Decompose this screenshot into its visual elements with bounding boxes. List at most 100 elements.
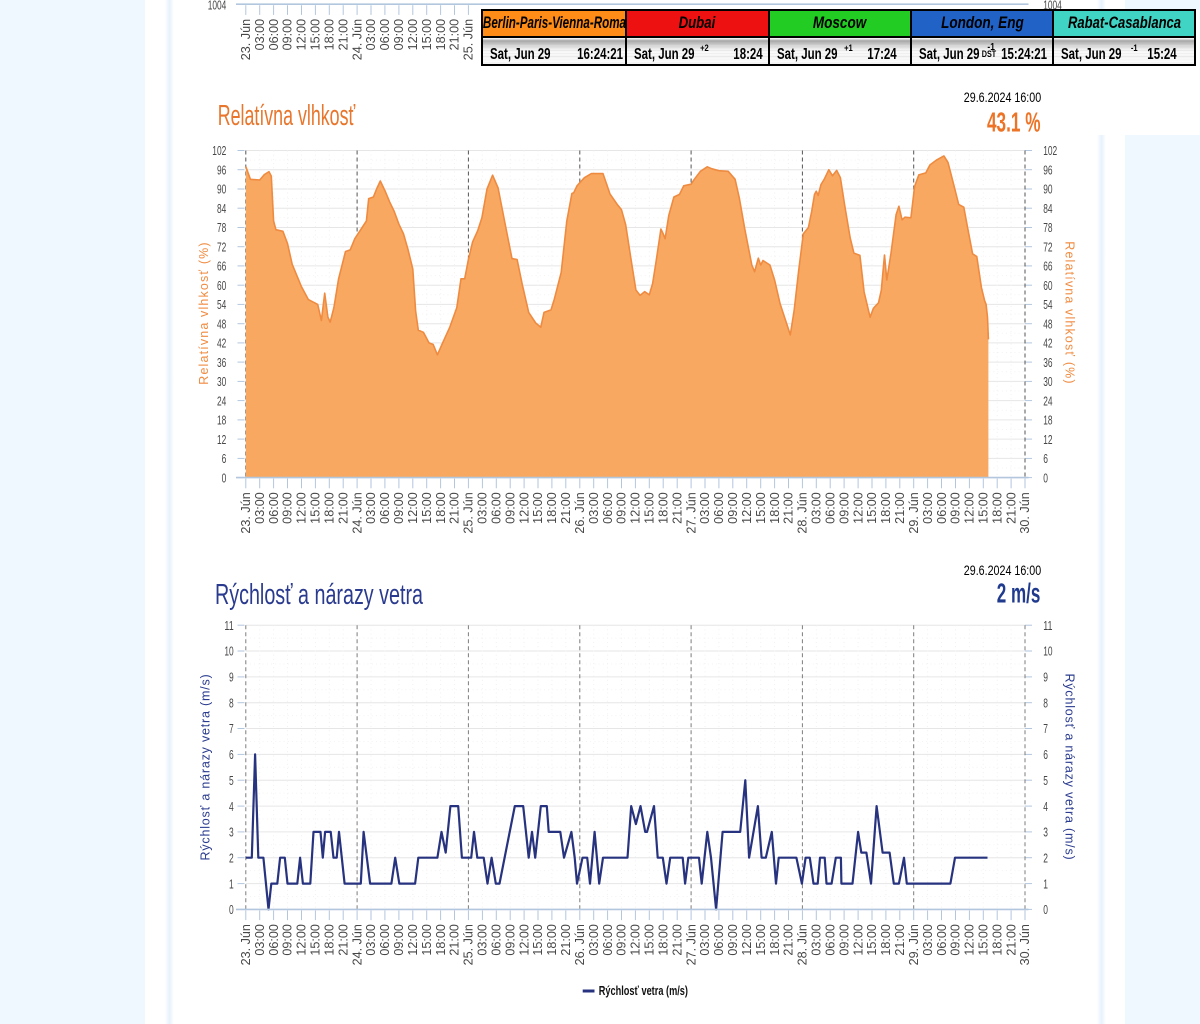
svg-text:1004: 1004 <box>208 0 227 13</box>
svg-text:30: 30 <box>217 374 226 389</box>
svg-text:24: 24 <box>1043 393 1052 408</box>
svg-text:03:00: 03:00 <box>364 924 378 956</box>
svg-text:Relatívna vlhkosť (%): Relatívna vlhkosť (%) <box>1063 241 1077 384</box>
svg-text:26. Jún: 26. Jún <box>573 924 587 965</box>
svg-text:15:00: 15:00 <box>309 924 323 956</box>
svg-text:15:00: 15:00 <box>420 492 434 524</box>
svg-text:03:00: 03:00 <box>810 924 824 956</box>
svg-text:90: 90 <box>1043 182 1052 197</box>
svg-text:09:00: 09:00 <box>392 19 406 51</box>
svg-text:06:00: 06:00 <box>378 492 392 524</box>
svg-text:03:00: 03:00 <box>253 492 267 524</box>
svg-text:6: 6 <box>1043 451 1048 466</box>
svg-text:5: 5 <box>1043 773 1048 788</box>
svg-text:03:00: 03:00 <box>587 924 601 956</box>
svg-text:8: 8 <box>229 695 234 710</box>
svg-text:Rýchlosť a nárazy vetra: Rýchlosť a nárazy vetra <box>215 579 423 611</box>
svg-text:12:00: 12:00 <box>406 924 420 956</box>
svg-text:18:00: 18:00 <box>545 924 559 956</box>
svg-text:Rýchlosť a nárazy vetra (m/s): Rýchlosť a nárazy vetra (m/s) <box>1063 674 1077 861</box>
svg-text:25. Jún: 25. Jún <box>462 924 476 965</box>
svg-text:27. Jún: 27. Jún <box>684 924 698 965</box>
svg-text:66: 66 <box>1043 259 1052 274</box>
svg-text:06:00: 06:00 <box>601 492 615 524</box>
svg-text:21:00: 21:00 <box>448 19 462 51</box>
svg-text:18: 18 <box>217 413 226 428</box>
svg-text:18:00: 18:00 <box>879 492 893 524</box>
svg-text:09:00: 09:00 <box>392 924 406 956</box>
svg-text:24. Jún: 24. Jún <box>350 19 364 60</box>
svg-text:09:00: 09:00 <box>392 492 406 524</box>
svg-text:03:00: 03:00 <box>698 492 712 524</box>
svg-text:18:00: 18:00 <box>657 492 671 524</box>
svg-text:2 m/s: 2 m/s <box>997 578 1041 609</box>
svg-text:21:00: 21:00 <box>448 492 462 524</box>
svg-text:18:00: 18:00 <box>657 924 671 956</box>
svg-text:18:00: 18:00 <box>879 924 893 956</box>
svg-text:12:00: 12:00 <box>851 924 865 956</box>
svg-text:78: 78 <box>217 220 226 235</box>
svg-text:15:00: 15:00 <box>420 924 434 956</box>
svg-text:28. Jún: 28. Jún <box>796 492 810 533</box>
svg-text:09:00: 09:00 <box>615 492 629 524</box>
svg-text:18:00: 18:00 <box>990 492 1004 524</box>
svg-text:09:00: 09:00 <box>615 924 629 956</box>
svg-text:102: 102 <box>212 143 226 158</box>
svg-text:09:00: 09:00 <box>837 492 851 524</box>
svg-text:12:00: 12:00 <box>963 492 977 524</box>
svg-text:03:00: 03:00 <box>921 492 935 524</box>
svg-text:21:00: 21:00 <box>336 492 350 524</box>
svg-text:06:00: 06:00 <box>378 924 392 956</box>
svg-text:25. Jún: 25. Jún <box>462 492 476 533</box>
svg-text:03:00: 03:00 <box>698 924 712 956</box>
svg-text:84: 84 <box>217 201 226 216</box>
svg-text:03:00: 03:00 <box>810 492 824 524</box>
svg-text:15:00: 15:00 <box>865 492 879 524</box>
svg-text:48: 48 <box>1043 316 1052 331</box>
svg-text:12:00: 12:00 <box>295 19 309 51</box>
svg-text:24: 24 <box>217 393 226 408</box>
svg-text:23. Jún: 23. Jún <box>239 492 253 533</box>
svg-text:09:00: 09:00 <box>837 924 851 956</box>
svg-text:06:00: 06:00 <box>712 492 726 524</box>
svg-text:15:00: 15:00 <box>977 924 991 956</box>
svg-text:15:00: 15:00 <box>531 492 545 524</box>
svg-text:Rýchlosť vetra (m/s): Rýchlosť vetra (m/s) <box>599 983 688 998</box>
svg-text:15:00: 15:00 <box>754 492 768 524</box>
svg-text:12:00: 12:00 <box>740 492 754 524</box>
svg-text:06:00: 06:00 <box>823 492 837 524</box>
svg-text:21:00: 21:00 <box>782 492 796 524</box>
svg-text:12:00: 12:00 <box>963 924 977 956</box>
svg-text:54: 54 <box>217 297 226 312</box>
svg-text:12:00: 12:00 <box>517 492 531 524</box>
svg-text:2: 2 <box>229 850 234 865</box>
svg-text:15:00: 15:00 <box>643 492 657 524</box>
svg-text:9: 9 <box>1043 670 1048 685</box>
svg-text:3: 3 <box>229 825 234 840</box>
svg-text:15:00: 15:00 <box>865 924 879 956</box>
svg-text:03:00: 03:00 <box>476 492 490 524</box>
svg-text:23. Jún: 23. Jún <box>239 924 253 965</box>
svg-text:06:00: 06:00 <box>935 924 949 956</box>
svg-text:09:00: 09:00 <box>503 492 517 524</box>
svg-text:8: 8 <box>1043 695 1048 710</box>
svg-text:28. Jún: 28. Jún <box>796 924 810 965</box>
svg-text:36: 36 <box>217 355 226 370</box>
svg-text:21:00: 21:00 <box>559 492 573 524</box>
svg-text:18:00: 18:00 <box>434 924 448 956</box>
svg-text:0: 0 <box>222 470 227 485</box>
svg-text:15:00: 15:00 <box>643 924 657 956</box>
svg-text:06:00: 06:00 <box>601 924 615 956</box>
svg-text:15:00: 15:00 <box>309 19 323 51</box>
svg-text:60: 60 <box>217 278 226 293</box>
svg-text:15:00: 15:00 <box>420 19 434 51</box>
svg-text:18:00: 18:00 <box>768 492 782 524</box>
svg-text:21:00: 21:00 <box>893 492 907 524</box>
svg-text:6: 6 <box>229 747 234 762</box>
svg-text:0: 0 <box>229 902 234 917</box>
svg-text:66: 66 <box>217 259 226 274</box>
svg-text:43.1 %: 43.1 % <box>987 107 1041 138</box>
svg-text:21:00: 21:00 <box>782 924 796 956</box>
svg-text:7: 7 <box>229 721 234 736</box>
svg-text:Relatívna vlhkosť: Relatívna vlhkosť <box>218 100 356 132</box>
